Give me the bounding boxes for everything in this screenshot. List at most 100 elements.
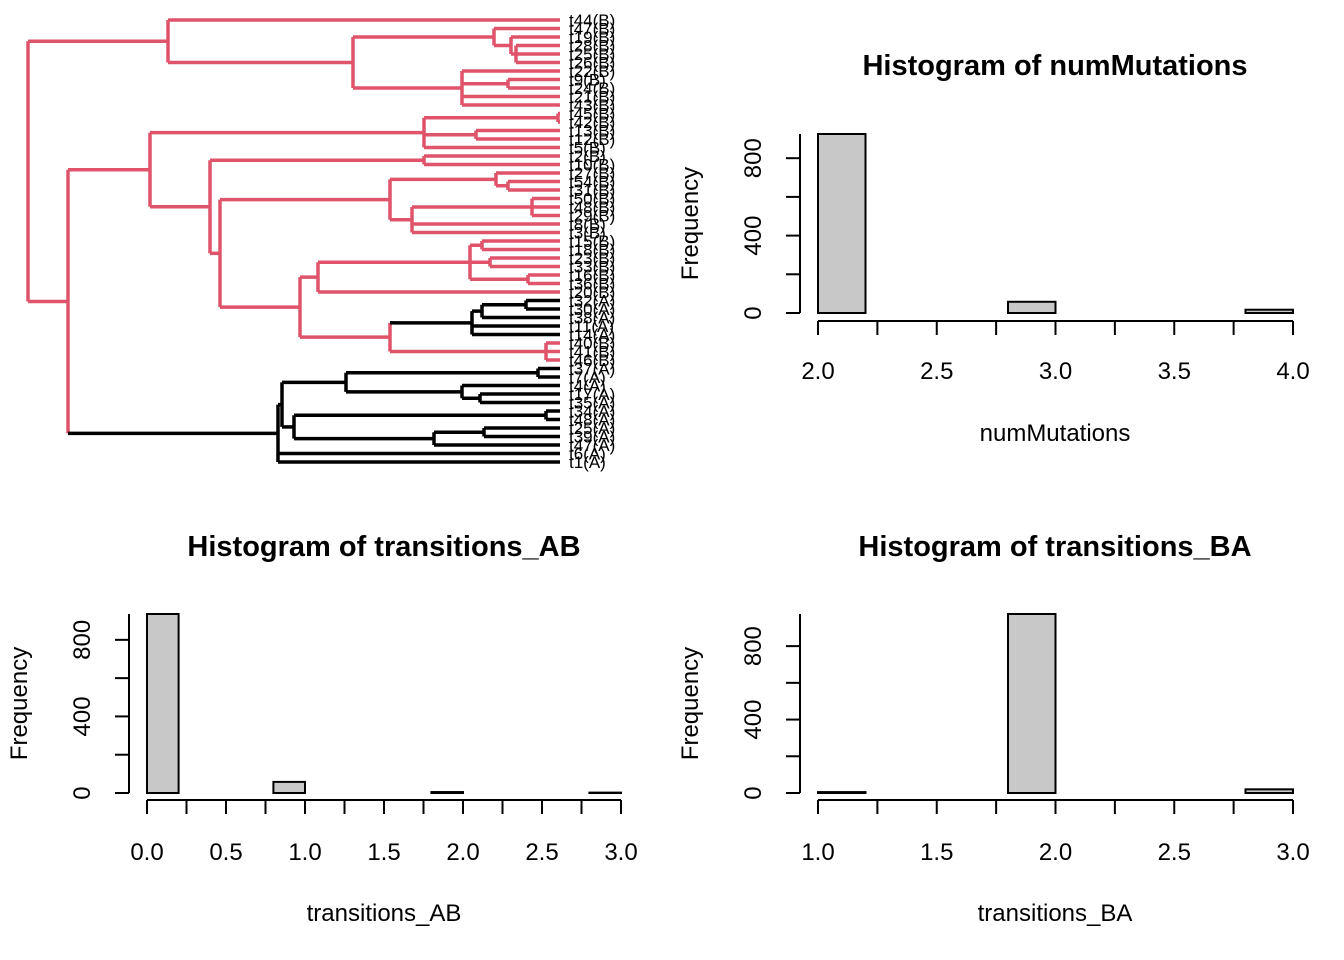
chart-title: Histogram of transitions_AB	[187, 531, 580, 563]
tree-tip-label: t43(B)	[569, 96, 615, 115]
tree-tip-label: t12(B)	[569, 130, 615, 149]
tree-tip-label: t25(A)	[569, 419, 615, 438]
x-tick-label: 2.5	[525, 839, 558, 866]
tree-tip-label: t10(B)	[569, 156, 615, 175]
tree-tip-label: t6(A)	[569, 445, 606, 464]
histogram-bar	[817, 791, 867, 794]
phylogenetic-tree: t44(B)t47(B)t19(B)t28(B)t25(B)t26(B)t22(…	[26, 11, 615, 472]
tree-tip-label: t17(A)	[569, 385, 615, 404]
tree-tip-label: t8(B)	[569, 215, 606, 234]
y-tick-label: 0	[740, 786, 767, 799]
tree-tip-label: t47(A)	[569, 436, 615, 455]
tree-tip-label: t25(B)	[569, 45, 615, 64]
tree-tip-label: t2(B)	[569, 147, 606, 166]
x-tick-label: 0.0	[130, 839, 163, 866]
y-tick-label: 0	[740, 306, 767, 319]
histogram-bar	[1007, 300, 1057, 314]
x-axis-label: transitions_BA	[978, 900, 1133, 927]
tree-tip-label: t46(B)	[569, 351, 615, 370]
tree-tip-label: t36(B)	[569, 275, 615, 294]
y-axis-label: Frequency	[6, 647, 33, 760]
tree-tip-label: t27(B)	[569, 164, 615, 183]
x-tick-label: 2.5	[1158, 839, 1191, 866]
y-axis-label: Frequency	[677, 647, 704, 760]
tree-tip-label: t54(B)	[569, 173, 615, 192]
tree-tip-label: t22(B)	[569, 62, 615, 81]
tree-tip-label: t5(B)	[569, 139, 606, 158]
x-tick-label: 3.0	[604, 839, 637, 866]
y-tick-label: 800	[740, 138, 767, 178]
tree-tip-label: t50(B)	[569, 190, 615, 209]
tree-tip-label: t15(B)	[569, 232, 615, 251]
tree-tip-label: t16(B)	[569, 266, 615, 285]
tree-tip-label: t9(B)	[569, 71, 606, 90]
tree-tip-label: t4(A)	[569, 377, 606, 396]
tree-tip-label: t14(A)	[569, 326, 615, 345]
x-axis-label: numMutations	[980, 420, 1131, 447]
tree-tip-label: t21(B)	[569, 88, 615, 107]
histogram-bar	[1244, 308, 1294, 314]
x-tick-label: 3.0	[1039, 358, 1072, 385]
x-tick-label: 2.0	[1039, 839, 1072, 866]
tree-tip-label: t42(B)	[569, 113, 615, 132]
histogram-bar	[272, 780, 306, 794]
tree-tip-label: t47(B)	[569, 20, 615, 39]
histogram-bar	[146, 613, 180, 794]
tree-tip-label: t31(B)	[569, 181, 615, 200]
y-tick-label: 800	[740, 626, 767, 666]
y-tick-label: 400	[740, 700, 767, 740]
chart-title: Histogram of numMutations	[862, 50, 1247, 82]
x-tick-label: 2.0	[446, 839, 479, 866]
tree-tip-label: t13(B)	[569, 122, 615, 141]
x-axis-label: transitions_AB	[307, 900, 462, 927]
tree-tip-label: t24(B)	[569, 79, 615, 98]
y-tick-label: 400	[69, 696, 96, 736]
histogram-bar	[430, 791, 464, 795]
x-tick-label: 2.5	[920, 358, 953, 385]
tree-tip-label: t19(B)	[569, 28, 615, 47]
tree-tip-label: t20(B)	[569, 283, 615, 302]
x-tick-label: 1.5	[367, 839, 400, 866]
x-tick-label: 1.0	[801, 839, 834, 866]
histogram-bar	[1244, 788, 1294, 794]
x-tick-label: 1.0	[288, 839, 321, 866]
tree-tip-label: t45(B)	[569, 105, 615, 124]
tree-tip-label: t38(A)	[569, 309, 615, 328]
histogram-bar	[1007, 613, 1057, 794]
tree-tip-label: t48(A)	[569, 411, 615, 430]
tree-tip-label: t3(B)	[569, 224, 606, 243]
x-tick-label: 4.0	[1276, 358, 1309, 385]
x-tick-label: 3.5	[1158, 358, 1191, 385]
tree-tip-label: t1(A)	[569, 453, 606, 472]
tree-tip-label: t29(B)	[569, 207, 615, 226]
y-tick-label: 0	[69, 786, 96, 799]
histogram-transitions-ba: Histogram of transitions_BA 1.0 1.5 2.0 2.5 3…	[677, 531, 1310, 927]
tree-tip-label: t40(B)	[569, 334, 615, 353]
tree-tip-label: t23(B)	[569, 249, 615, 268]
x-tick-label: 2.0	[801, 358, 834, 385]
tree-tip-label: t39(A)	[569, 428, 615, 447]
tree-tip-label: t34(A)	[569, 402, 615, 421]
chart-title: Histogram of transitions_BA	[858, 531, 1251, 563]
tree-tip-label: t30(A)	[569, 300, 615, 319]
y-tick-label: 400	[740, 216, 767, 256]
tree-tip-label: t7(A)	[569, 368, 606, 387]
x-tick-label: 1.5	[920, 839, 953, 866]
y-tick-label: 800	[69, 620, 96, 660]
tree-tip-label: t18(B)	[569, 241, 615, 260]
tree-tip-label: t37(A)	[569, 360, 615, 379]
tree-tip-label: t48(B)	[569, 198, 615, 217]
tree-tip-label: t32(A)	[569, 292, 615, 311]
tree-tip-label: t44(B)	[569, 11, 615, 30]
tree-tip-label: t28(B)	[569, 37, 615, 56]
tree-tip-label: t26(B)	[569, 54, 615, 73]
x-tick-label: 3.0	[1276, 839, 1309, 866]
tree-tip-label: t33(B)	[569, 258, 615, 277]
y-axis-label: Frequency	[677, 167, 704, 280]
tree-tip-label: t35(A)	[569, 394, 615, 413]
tree-tip-label: t41(B)	[569, 343, 615, 362]
histogram-transitions-ab: Histogram of transitions_AB 0.0 0.5 1.0 1.5 2…	[6, 531, 638, 927]
tree-tip-label: t11(A)	[569, 317, 614, 336]
histogram-num-mutations: Histogram of numMutations 2.0 2.5 3.0 3.5 4.0…	[677, 50, 1310, 447]
